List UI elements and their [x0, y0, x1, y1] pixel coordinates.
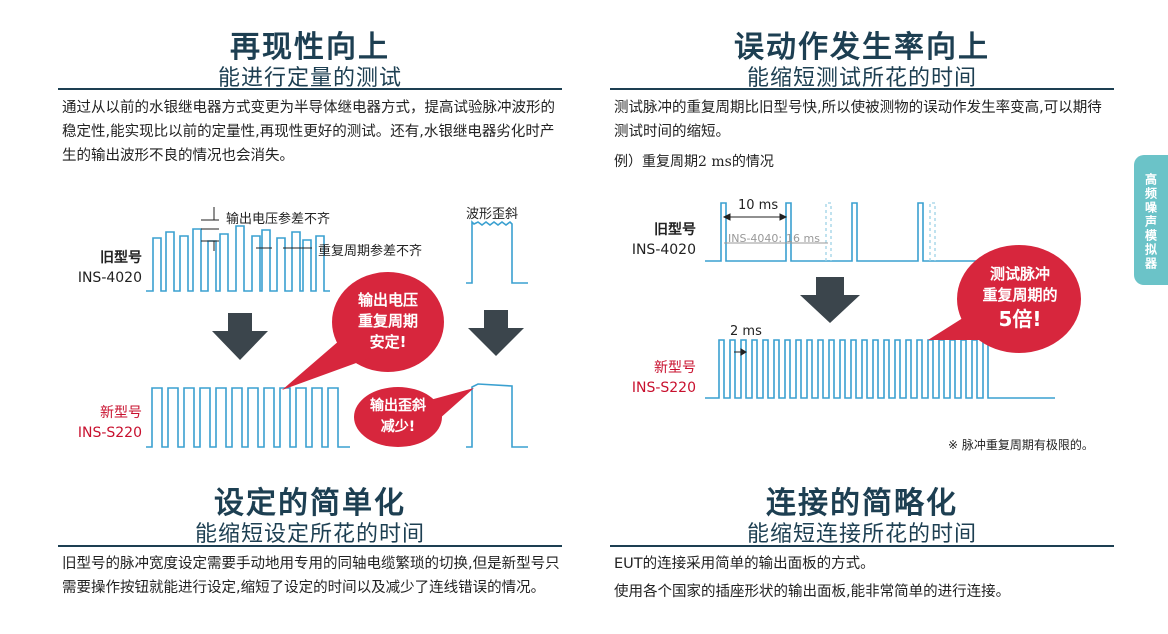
ghost-pulse — [825, 202, 832, 261]
period-2ms-marker — [734, 348, 747, 356]
old-model-label-right: 旧型号 INS-4020 — [631, 222, 696, 258]
section-body-setting: 旧型号的脉冲宽度设定需要手动地用专用的同轴电缆繁琐的切换,但是新型号只需要操作按… — [62, 556, 560, 596]
section-body-reproducibility: 通过从以前的水银继电器方式变更为半导体继电器方式，提高试验脉冲波形的稳定性,能实… — [62, 100, 555, 164]
new-model-period-waveform — [705, 339, 1055, 399]
section-subtitle-reproducibility: 能进行定量的测试 — [217, 66, 402, 91]
section-rule — [610, 88, 1114, 90]
side-category-tab[interactable]: 高频噪声模拟器 — [1134, 155, 1168, 285]
bubble-stable — [282, 272, 444, 390]
bubble-five-times-text: 测试脉冲 重复周期的 5倍! — [982, 265, 1058, 331]
example-caption: 例）重复周期2 ms的情况 — [614, 154, 774, 170]
skewed-pulse-old — [466, 220, 528, 284]
old-model-waveform — [146, 225, 330, 292]
ghost-pulse — [929, 202, 936, 261]
label-10ms: 10 ms — [738, 198, 779, 213]
section-title-setting: 设定的简单化 — [214, 486, 406, 521]
bubble-stable-text: 输出电压 重复周期 安定! — [357, 291, 418, 351]
clean-pulse-new — [466, 383, 528, 448]
label-waveform-skew: 波形歪斜 — [466, 207, 519, 222]
section-rule — [58, 545, 562, 547]
old-model-period-waveform — [705, 202, 1010, 262]
pulse-train — [705, 202, 1010, 262]
section-title-connection: 连接的简略化 — [766, 486, 958, 521]
label-2ms: 2 ms — [730, 324, 762, 339]
section-subtitle-malfunction: 能缩短测试所花的时间 — [746, 66, 977, 91]
pulse-train — [146, 225, 330, 292]
section-body-malfunction: 测试脉冲的重复周期比旧型号快,所以使被测物的误动作发生率变高,可以期待测试时间的… — [614, 100, 1102, 140]
section-subtitle-setting: 能缩短设定所花的时间 — [194, 522, 425, 547]
bubble-skew-text: 输出歪斜 减少! — [370, 398, 426, 435]
period-10ms-marker — [722, 213, 788, 221]
section-rule — [58, 88, 562, 90]
bubble-five-times — [928, 245, 1081, 353]
down-arrow-left — [212, 313, 268, 360]
pulse-train — [146, 387, 350, 448]
section-subtitle-connection: 能缩短连接所花的时间 — [746, 522, 977, 547]
section-title-malfunction: 误动作发生率向上 — [734, 30, 990, 65]
down-arrow-right — [800, 277, 860, 323]
bubble-skew — [354, 387, 474, 447]
label-period-variation: 重复周期参差不齐 — [318, 244, 423, 259]
label-16ms: 16 ms — [786, 232, 820, 245]
label-voltage-variation: 输出电压参差不齐 — [226, 212, 331, 227]
section-rule — [610, 545, 1114, 547]
new-model-label-right: 新型号 INS-S220 — [631, 360, 696, 396]
side-tab-label: 高频噪声模拟器 — [1143, 173, 1158, 271]
new-model-waveform — [146, 387, 350, 448]
down-arrow-skew — [468, 310, 524, 356]
section-body-connection: EUT的连接采用简单的输出面板的方式。 使用各个国家的插座形状的输出面板,能非常… — [614, 556, 1011, 600]
footnote: ※ 脉冲重复周期有极限的。 — [948, 438, 1094, 452]
old-model-label: 旧型号 INS-4020 — [77, 250, 142, 286]
label-ins4040: INS-4040: — [728, 232, 783, 245]
pulse-train — [705, 339, 1055, 399]
new-model-label: 新型号 INS-S220 — [77, 405, 142, 441]
section-title-reproducibility: 再现性向上 — [230, 30, 390, 65]
voltage-variation-marker — [201, 207, 219, 251]
